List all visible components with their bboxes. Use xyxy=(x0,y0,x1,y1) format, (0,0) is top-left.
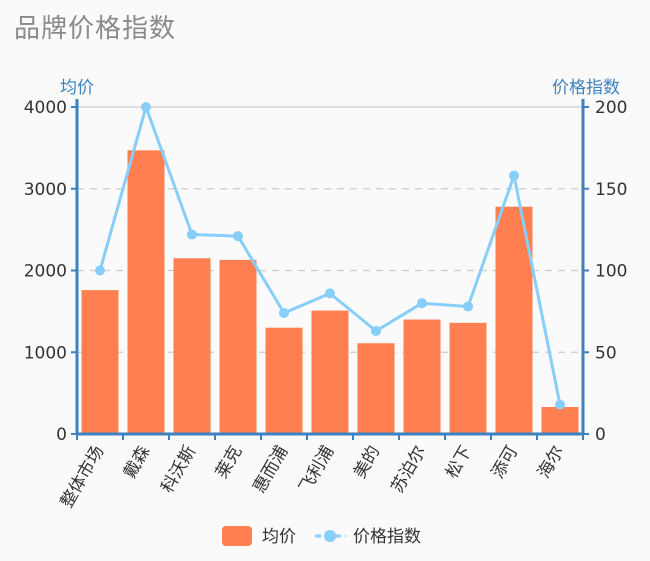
bar-苏泊尔[interactable] xyxy=(403,319,441,434)
y-left-tick-label: 3000 xyxy=(24,180,67,200)
x-tick-label: 松下 xyxy=(442,443,476,482)
line-layer xyxy=(95,102,565,410)
x-tick-label: 海尔 xyxy=(534,443,568,482)
line-point-莱克[interactable] xyxy=(233,231,243,242)
y-axis-right-label: 价格指数 xyxy=(552,78,620,98)
y-right-tick-label: 100 xyxy=(595,262,627,282)
bar-松下[interactable] xyxy=(449,322,487,434)
y-left-tick-label: 1000 xyxy=(24,343,67,363)
legend[interactable]: 均价 价格指数 xyxy=(222,526,421,547)
y-right-tick-label: 0 xyxy=(595,425,606,445)
x-tick-label: 戴森 xyxy=(120,443,154,482)
line-point-惠而浦[interactable] xyxy=(279,308,289,319)
y-left-tick-label: 2000 xyxy=(24,262,67,282)
line-point-美的[interactable] xyxy=(371,325,381,336)
bar-整体市场[interactable] xyxy=(81,290,119,434)
y-left-tick-label: 0 xyxy=(56,425,67,445)
x-tick-label: 添可 xyxy=(488,443,522,482)
bar-海尔[interactable] xyxy=(541,407,579,434)
line-point-海尔[interactable] xyxy=(555,399,565,410)
bar-美的[interactable] xyxy=(357,343,395,434)
x-tick-label: 惠而浦 xyxy=(250,443,293,497)
legend-label-line: 价格指数 xyxy=(353,527,421,547)
bar-莱克[interactable] xyxy=(219,259,257,434)
x-tick-label: 美的 xyxy=(350,443,384,482)
bar-戴森[interactable] xyxy=(127,150,165,434)
bar-layer xyxy=(81,150,579,434)
line-point-松下[interactable] xyxy=(463,301,473,312)
legend-label-bar: 均价 xyxy=(262,527,296,547)
legend-swatch-bar[interactable] xyxy=(222,526,252,546)
x-tick-label: 莱克 xyxy=(212,443,246,482)
y-right-tick-label: 150 xyxy=(595,180,627,200)
x-tick-label: 飞利浦 xyxy=(296,443,339,497)
line-point-飞利浦[interactable] xyxy=(325,288,335,299)
line-point-整体市场[interactable] xyxy=(95,265,105,276)
x-tick-label: 苏泊尔 xyxy=(388,443,431,497)
y-right-tick-label: 200 xyxy=(595,98,627,118)
chart-title: 品牌价格指数 xyxy=(14,14,177,44)
legend-swatch-point[interactable] xyxy=(324,530,336,542)
y-axis-left-label: 均价 xyxy=(60,78,94,98)
bar-飞利浦[interactable] xyxy=(311,310,349,434)
x-tick-label: 整体市场 xyxy=(57,443,108,512)
line-point-戴森[interactable] xyxy=(141,102,151,112)
y-left-tick-label: 4000 xyxy=(24,98,67,118)
line-point-科沃斯[interactable] xyxy=(187,229,197,240)
line-point-苏泊尔[interactable] xyxy=(417,298,427,309)
x-tick-label: 科沃斯 xyxy=(158,443,201,497)
bar-科沃斯[interactable] xyxy=(173,258,211,434)
line-point-添可[interactable] xyxy=(509,170,519,181)
bar-惠而浦[interactable] xyxy=(265,327,303,434)
y-right-tick-label: 50 xyxy=(595,343,617,363)
